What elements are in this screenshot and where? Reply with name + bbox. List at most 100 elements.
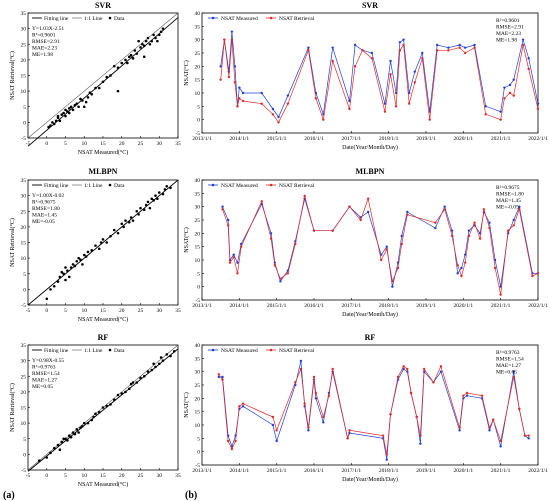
x-tick-label: 5: [64, 141, 67, 147]
series-point: [383, 102, 387, 105]
stat-line: ME=0.05: [496, 370, 517, 376]
data-point: [142, 374, 146, 378]
series-point: [269, 237, 273, 240]
data-point: [84, 100, 88, 104]
series-point: [275, 439, 278, 443]
x-tick-label: 30: [157, 308, 163, 314]
data-point: [109, 234, 112, 238]
series-point: [226, 439, 230, 443]
series-point: [536, 102, 540, 105]
series-point: [228, 261, 232, 264]
chart-title: MLBPN: [356, 167, 385, 176]
series-point: [406, 210, 409, 214]
series-point: [383, 110, 387, 113]
legend-marker: [211, 183, 215, 187]
series-point: [277, 121, 280, 124]
data-point: [141, 42, 144, 46]
series-point: [421, 51, 424, 55]
y-tick-label: 20: [21, 225, 27, 231]
y-tick-label: 40: [195, 343, 201, 349]
series-point: [370, 57, 374, 60]
y-tick-label: 10: [21, 421, 27, 427]
series-point: [286, 272, 290, 275]
series-point: [389, 73, 392, 76]
series-point: [503, 97, 506, 100]
series-point: [460, 274, 463, 278]
series-point: [380, 253, 383, 256]
y-tick-label: 20: [195, 64, 201, 70]
series-point: [322, 421, 325, 424]
x-tick-label: 10: [82, 473, 88, 479]
x-tick-label: 30: [157, 141, 163, 147]
data-point: [77, 431, 80, 434]
data-point: [124, 390, 127, 394]
series-point: [221, 205, 224, 208]
data-point: [51, 121, 54, 124]
series-point: [385, 453, 388, 456]
x-tick-label: 2013/1/1: [192, 136, 212, 142]
data-point: [165, 353, 169, 356]
data-point: [67, 275, 71, 279]
data-point: [62, 111, 65, 115]
legend-one-to-one-label: 1:1 Line: [84, 348, 103, 354]
series-point: [370, 51, 374, 55]
stat-line: RMSE=1.54: [496, 357, 524, 363]
series-point: [503, 86, 506, 89]
series-point: [240, 245, 243, 248]
series-point: [473, 43, 476, 47]
y-axis-label: NSAT(°C): [183, 227, 190, 252]
data-point: [82, 421, 86, 425]
data-point: [116, 89, 120, 93]
data-point: [127, 387, 131, 391]
y-tick-label: 20: [21, 58, 27, 64]
data-point: [152, 362, 155, 366]
x-tick-label: 2015/1/1: [267, 303, 287, 309]
data-point: [112, 64, 116, 68]
series-point: [331, 59, 334, 63]
data-point: [154, 36, 157, 40]
x-tick-label: -5: [26, 141, 31, 147]
data-point: [49, 124, 52, 127]
legend-one-to-one-label: 1:1 Line: [84, 16, 103, 22]
data-point: [124, 219, 127, 222]
data-point: [139, 206, 142, 210]
series-point: [536, 107, 540, 111]
series-point: [512, 375, 515, 379]
stat-line: RMSE=2.91: [496, 25, 524, 31]
series-point: [488, 221, 491, 224]
series-point: [238, 97, 241, 100]
x-tick-label: 2014/1/1: [230, 136, 250, 142]
data-point: [82, 253, 86, 257]
data-point: [159, 30, 163, 34]
data-point: [67, 107, 71, 110]
data-point: [79, 97, 82, 101]
series-point: [439, 370, 443, 373]
x-tick-label: 2022/1/1: [528, 136, 548, 142]
data-point: [73, 103, 77, 107]
series-point: [234, 439, 237, 443]
series-point: [518, 407, 521, 411]
y-tick-label: 5: [197, 271, 200, 277]
data-point: [142, 44, 146, 48]
data-point: [109, 74, 112, 77]
data-point: [64, 108, 67, 112]
data-point: [47, 125, 50, 129]
series-point: [512, 78, 515, 81]
series-point: [221, 378, 224, 381]
series-point: [380, 258, 383, 262]
series-point: [238, 405, 241, 408]
data-point: [127, 55, 131, 59]
data-point: [90, 418, 94, 422]
series-point: [408, 91, 411, 95]
series-point: [488, 426, 491, 429]
data-point: [45, 297, 49, 301]
series-point: [402, 38, 405, 41]
series-point: [458, 46, 461, 49]
data-point: [97, 247, 101, 251]
y-tick-label: 5: [197, 436, 200, 442]
data-point: [101, 238, 105, 241]
data-point: [120, 222, 124, 226]
y-tick-label: 10: [21, 256, 27, 262]
series-point: [413, 81, 416, 84]
series-point: [217, 373, 220, 376]
